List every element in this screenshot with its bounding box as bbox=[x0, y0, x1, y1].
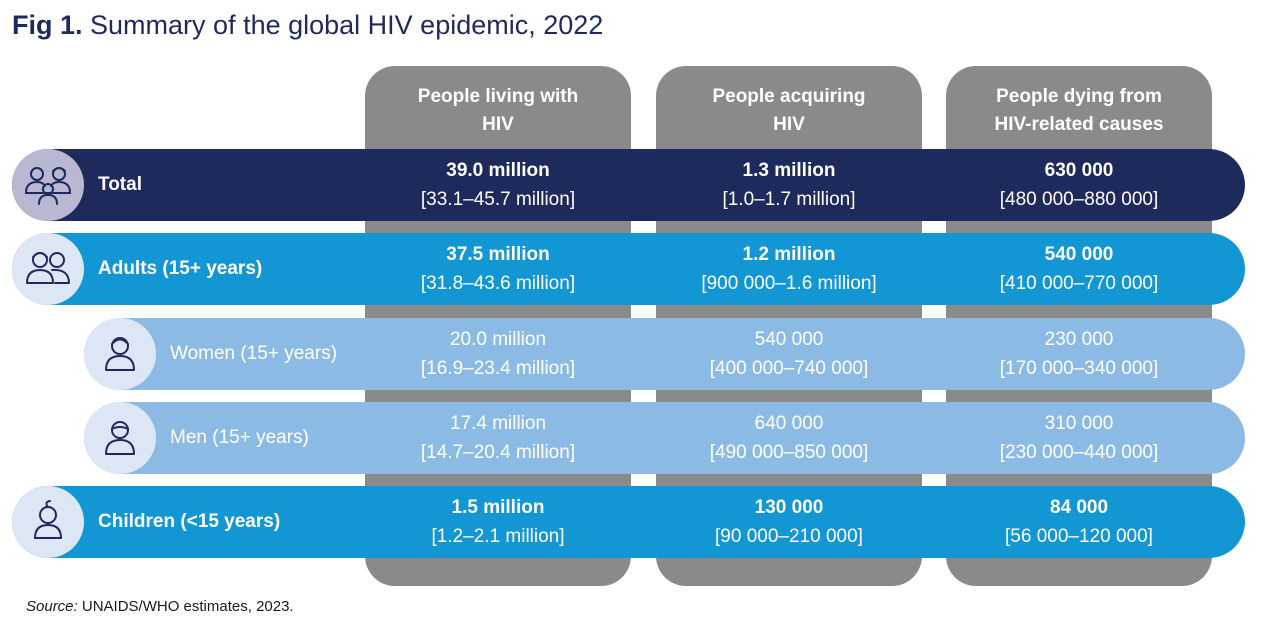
cell-range: [33.1–45.7 million] bbox=[420, 189, 576, 210]
cell-children-acquiring: 130 000 [90 000–210 000] bbox=[656, 486, 922, 558]
row-label-total: Total bbox=[98, 174, 142, 195]
cell-children-dying: 84 000 [56 000–120 000] bbox=[946, 486, 1212, 558]
cell-range: [1.2–2.1 million] bbox=[431, 526, 565, 547]
row-label-women: Women (15+ years) bbox=[170, 343, 338, 364]
row-label-adults: Adults (15+ years) bbox=[98, 258, 263, 279]
figure-title-text: Summary of the global HIV epidemic, 2022 bbox=[90, 10, 604, 40]
source-label: Source: bbox=[26, 598, 78, 615]
cell-range: [400 000–740 000] bbox=[709, 358, 869, 379]
figure-title: Fig 1. Summary of the global HIV epidemi… bbox=[12, 10, 603, 41]
cell-women-living: 20.0 million [16.9–23.4 million] bbox=[365, 318, 631, 390]
cell-value: 1.5 million bbox=[451, 497, 545, 518]
cell-range: [410 000–770 000] bbox=[999, 273, 1159, 294]
cell-range: [490 000–850 000] bbox=[709, 442, 869, 463]
cell-women-dying: 230 000 [170 000–340 000] bbox=[946, 318, 1212, 390]
cell-value: 540 000 bbox=[1044, 244, 1114, 265]
cell-value: 630 000 bbox=[1044, 160, 1114, 181]
row-total: Total 39.0 million [33.1–45.7 million] 1… bbox=[12, 149, 1245, 221]
cell-value: 310 000 bbox=[1044, 413, 1114, 434]
column-header-acquiring: People acquiring HIV bbox=[712, 86, 866, 135]
row-men: Men (15+ years) 17.4 million [14.7–20.4 … bbox=[84, 402, 1245, 474]
cell-total-dying: 630 000 [480 000–880 000] bbox=[946, 149, 1212, 221]
source-note: Source: UNAIDS/WHO estimates, 2023. bbox=[26, 598, 294, 615]
cell-men-living: 17.4 million [14.7–20.4 million] bbox=[365, 402, 631, 474]
cell-men-dying: 310 000 [230 000–440 000] bbox=[946, 402, 1212, 474]
cell-range: [14.7–20.4 million] bbox=[420, 442, 576, 463]
cell-value: 37.5 million bbox=[446, 244, 550, 265]
cell-children-living: 1.5 million [1.2–2.1 million] bbox=[365, 486, 631, 558]
cell-total-living: 39.0 million [33.1–45.7 million] bbox=[365, 149, 631, 221]
man-icon bbox=[84, 402, 156, 474]
cell-value: 39.0 million bbox=[446, 160, 550, 181]
cell-range: [170 000–340 000] bbox=[999, 358, 1159, 379]
cell-adults-living: 37.5 million [31.8–43.6 million] bbox=[365, 233, 631, 305]
cell-adults-dying: 540 000 [410 000–770 000] bbox=[946, 233, 1212, 305]
cell-range: [230 000–440 000] bbox=[999, 442, 1159, 463]
cell-value: 1.3 million bbox=[742, 160, 836, 181]
cell-value: 230 000 bbox=[1044, 329, 1114, 350]
cell-range: [16.9–23.4 million] bbox=[420, 358, 576, 379]
cell-women-acquiring: 540 000 [400 000–740 000] bbox=[656, 318, 922, 390]
family-icon bbox=[12, 149, 84, 221]
cell-value: 17.4 million bbox=[449, 413, 547, 434]
figure-number: Fig 1. bbox=[12, 10, 83, 40]
cell-adults-acquiring: 1.2 million [900 000–1.6 million] bbox=[656, 233, 922, 305]
cell-value: 84 000 bbox=[1049, 497, 1109, 518]
cell-men-acquiring: 640 000 [490 000–850 000] bbox=[656, 402, 922, 474]
row-women: Women (15+ years) 20.0 million [16.9–23.… bbox=[84, 318, 1245, 390]
cell-range: [90 000–210 000] bbox=[715, 526, 863, 547]
cell-value: 540 000 bbox=[754, 329, 824, 350]
cell-value: 1.2 million bbox=[742, 244, 836, 265]
row-label-men: Men (15+ years) bbox=[170, 427, 309, 448]
column-header-living: People living with HIV bbox=[417, 86, 579, 135]
source-text: UNAIDS/WHO estimates, 2023. bbox=[81, 598, 294, 615]
column-header-dying: People dying from HIV-related causes bbox=[994, 86, 1164, 135]
cell-value: 640 000 bbox=[754, 413, 824, 434]
cell-range: [900 000–1.6 million] bbox=[701, 273, 877, 294]
adults-icon bbox=[12, 233, 84, 305]
child-icon bbox=[12, 486, 84, 558]
cell-range: [31.8–43.6 million] bbox=[420, 273, 576, 294]
cell-total-acquiring: 1.3 million [1.0–1.7 million] bbox=[656, 149, 922, 221]
row-adults: Adults (15+ years) 37.5 million [31.8–43… bbox=[12, 233, 1245, 305]
cell-value: 130 000 bbox=[754, 497, 824, 518]
woman-icon bbox=[84, 318, 156, 390]
row-label-children: Children (<15 years) bbox=[98, 511, 281, 532]
row-children: Children (<15 years) 1.5 million [1.2–2.… bbox=[12, 486, 1245, 558]
cell-range: [480 000–880 000] bbox=[999, 189, 1159, 210]
cell-value: 20.0 million bbox=[449, 329, 547, 350]
cell-range: [56 000–120 000] bbox=[1005, 526, 1153, 547]
cell-range: [1.0–1.7 million] bbox=[722, 189, 856, 210]
